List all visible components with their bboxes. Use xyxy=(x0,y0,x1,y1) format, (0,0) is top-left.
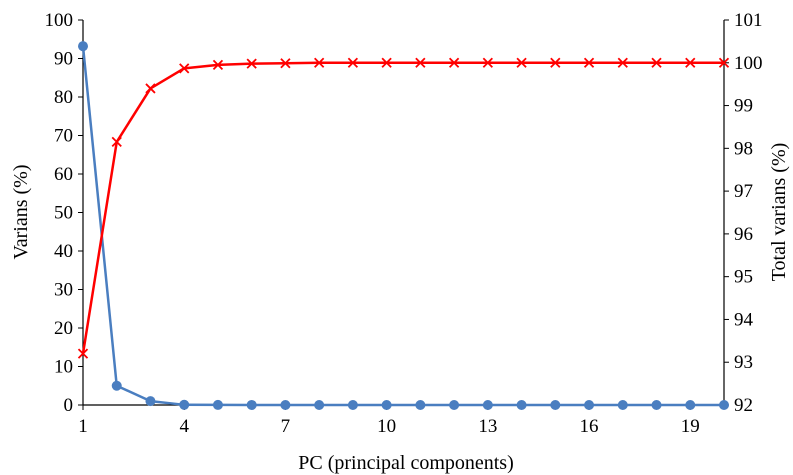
series-marker xyxy=(415,400,426,410)
x-tick-label: 10 xyxy=(377,416,396,437)
left-tick-label: 50 xyxy=(54,203,73,224)
series-marker xyxy=(448,57,460,68)
x-tick-label: 13 xyxy=(478,416,497,437)
series-marker xyxy=(381,400,392,410)
series-marker xyxy=(179,63,190,74)
left-tick-label: 20 xyxy=(54,318,73,339)
x-tick-label: 19 xyxy=(681,416,700,437)
series-marker xyxy=(212,399,223,410)
series-marker xyxy=(516,400,527,410)
series-marker xyxy=(685,57,696,68)
x-axis-title: PC (principal components) xyxy=(298,452,514,474)
series-marker xyxy=(179,399,190,410)
series-line-1 xyxy=(81,46,724,407)
series-marker xyxy=(718,57,730,68)
right-tick-label: 100 xyxy=(734,53,763,74)
right-tick-label: 97 xyxy=(734,181,753,202)
left-tick-label: 100 xyxy=(45,10,74,31)
right-tick-label: 95 xyxy=(734,267,753,288)
series-marker xyxy=(280,58,291,69)
right-tick-label: 93 xyxy=(734,352,753,373)
left-tick-label: 80 xyxy=(54,87,73,108)
series-marker xyxy=(280,400,291,410)
series-marker xyxy=(482,400,493,410)
series-marker xyxy=(78,41,88,52)
right-tick-label: 101 xyxy=(734,10,763,31)
series-marker xyxy=(719,400,729,410)
left-tick-label: 90 xyxy=(54,49,73,70)
series-marker xyxy=(145,83,156,94)
series-marker xyxy=(111,380,122,391)
x-tick-label: 4 xyxy=(179,416,189,437)
right-axis-title: Total varians (%) xyxy=(768,143,790,282)
left-tick-label: 40 xyxy=(54,241,73,262)
x-tick-label: 16 xyxy=(580,416,599,437)
series-marker xyxy=(617,400,628,410)
series-marker xyxy=(347,57,359,68)
series-line-2 xyxy=(81,61,724,354)
series-marker xyxy=(583,57,595,68)
right-tick-label: 94 xyxy=(734,309,754,330)
right-tick-label: 92 xyxy=(734,395,753,416)
right-tick-label: 98 xyxy=(734,138,753,159)
right-tick-label: 96 xyxy=(734,224,753,245)
plot-area: 0 10 20 30 40 50 60 70 80 90 100 92 93 94 95 96 97 98 99 10… xyxy=(45,10,763,437)
series-marker xyxy=(617,57,628,68)
series-marker xyxy=(482,57,493,68)
series-marker xyxy=(246,399,257,410)
left-tick-label: 70 xyxy=(54,126,73,147)
series-marker xyxy=(651,400,662,410)
left-tick-label: 10 xyxy=(54,357,73,378)
series-marker xyxy=(246,58,257,69)
left-axis-title: Varians (%) xyxy=(10,165,32,260)
right-tick-label: 99 xyxy=(734,96,753,117)
left-tick-label: 30 xyxy=(54,280,73,301)
series-marker xyxy=(145,396,156,407)
series-marker xyxy=(516,57,527,68)
series-marker xyxy=(550,57,561,68)
series-marker xyxy=(314,400,325,410)
x-tick-label: 7 xyxy=(281,416,291,437)
series-marker xyxy=(381,57,392,68)
left-tick-label: 60 xyxy=(54,164,73,185)
series-marker xyxy=(584,400,595,410)
series-marker xyxy=(212,59,224,71)
series-marker xyxy=(415,57,426,68)
left-tick-label: 0 xyxy=(64,395,74,416)
series-marker xyxy=(550,400,561,410)
series-marker xyxy=(347,400,358,410)
series-marker xyxy=(77,348,89,359)
series-marker xyxy=(111,136,122,148)
series-marker xyxy=(449,400,460,410)
x-tick-label: 1 xyxy=(78,416,88,437)
series-marker xyxy=(685,400,696,410)
series-marker xyxy=(651,57,662,68)
series-marker xyxy=(314,57,325,68)
